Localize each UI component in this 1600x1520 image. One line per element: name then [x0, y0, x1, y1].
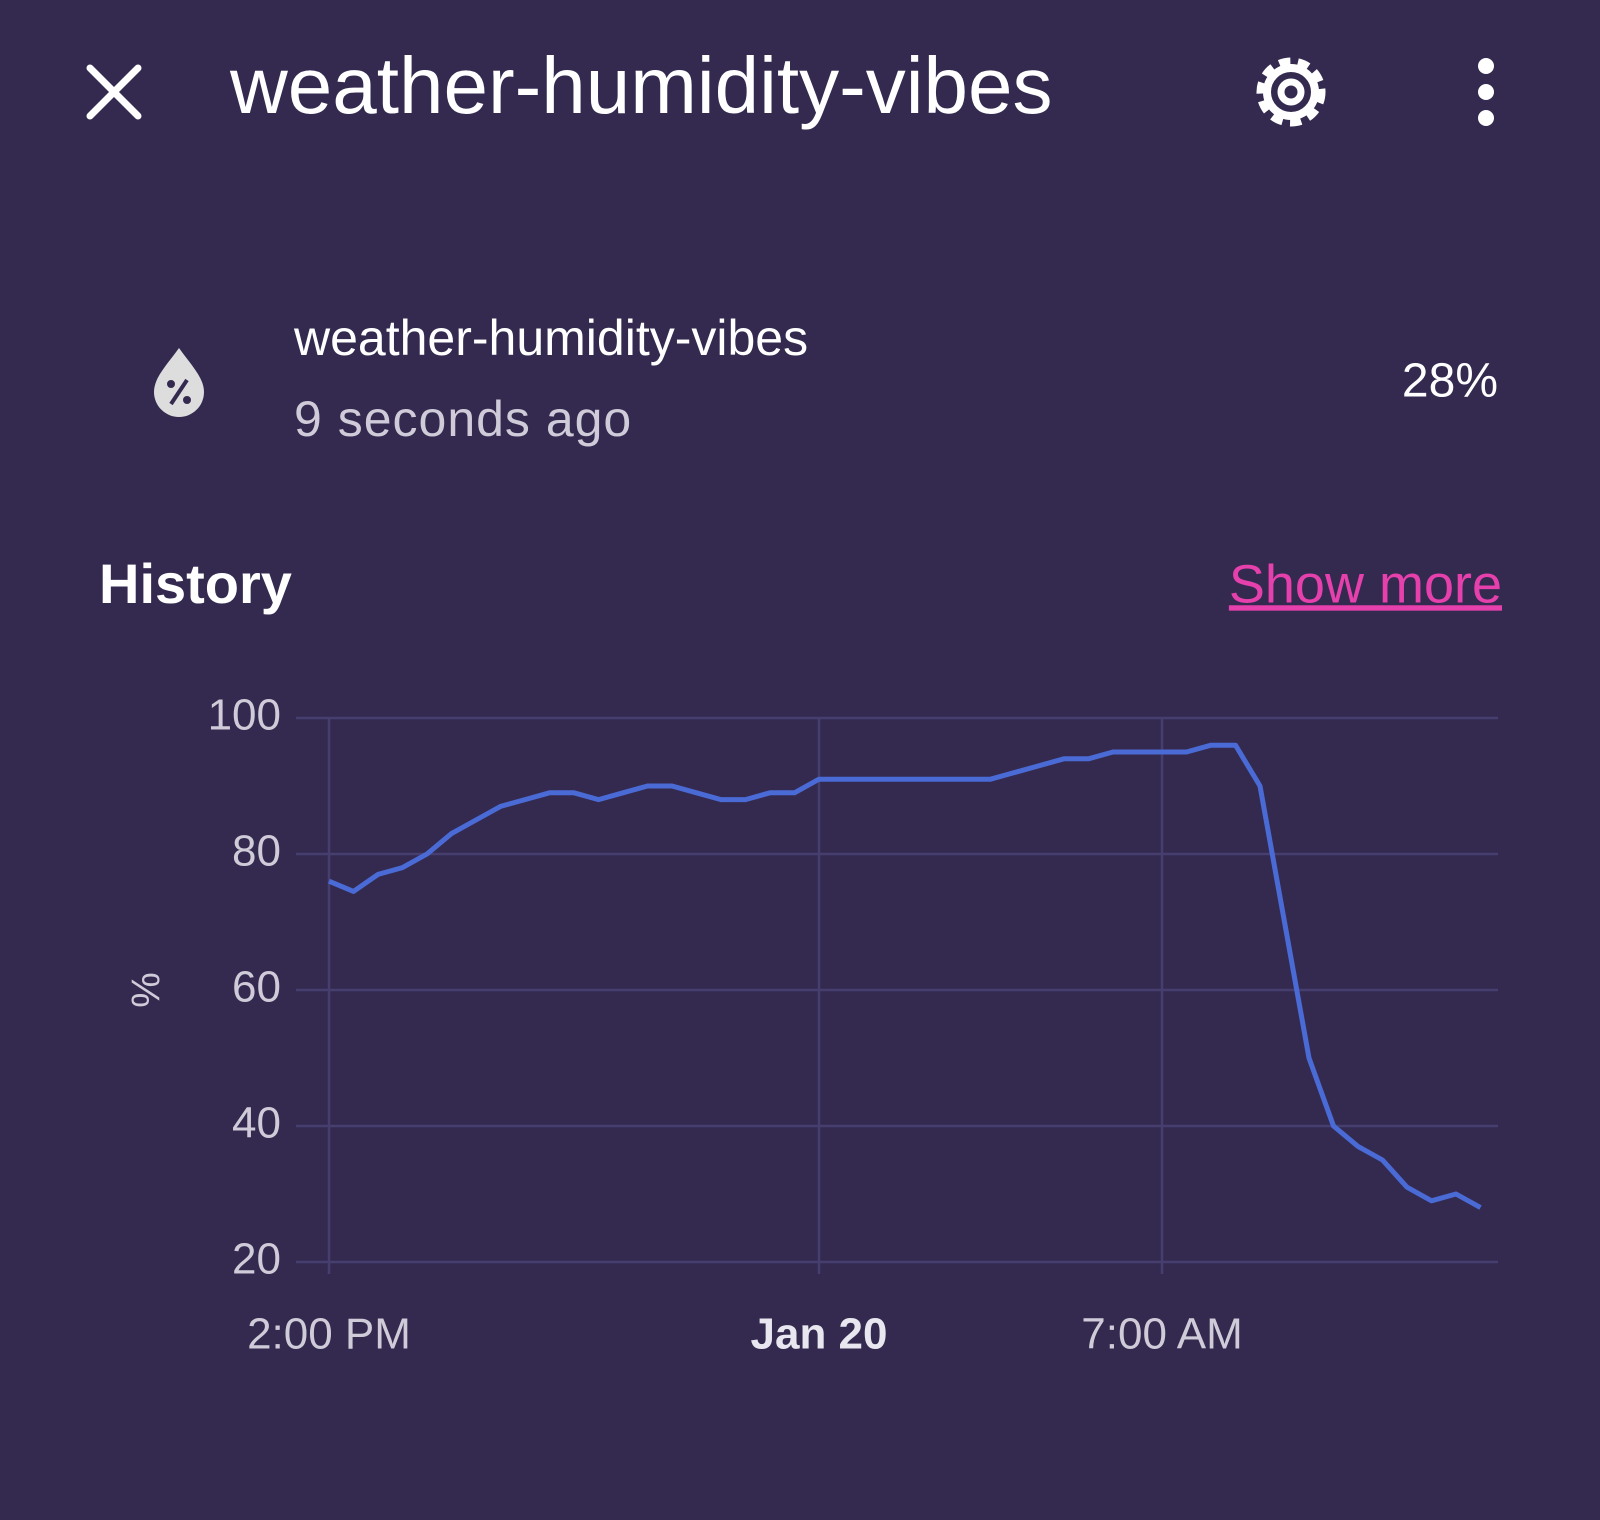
more-menu-button[interactable]: [1478, 58, 1494, 126]
y-tick-label: 100: [208, 691, 281, 740]
last-changed: 9 seconds ago: [294, 391, 632, 447]
x-tick-label: 7:00 AM: [1081, 1310, 1242, 1359]
history-title: History: [99, 552, 292, 615]
x-tick-label: 2:00 PM: [247, 1310, 411, 1359]
humidity-line: [328, 742, 1482, 1210]
y-axis-label: %: [122, 972, 166, 1008]
y-tick-label: 40: [232, 1099, 281, 1148]
humidity-icon: [154, 348, 204, 417]
y-tick-label: 60: [232, 963, 281, 1012]
y-tick-label: 80: [232, 827, 281, 876]
entity-state: 28%: [1402, 355, 1498, 408]
close-button[interactable]: [86, 64, 142, 120]
x-tick-label: Jan 20: [751, 1310, 888, 1359]
dialog-title: weather-humidity-vibes: [229, 41, 1053, 130]
settings-button[interactable]: [1256, 57, 1326, 127]
chart: 20 40 60 80 100 2:00 PM Jan 20 7:00 AM: [208, 691, 1498, 1359]
entity-name: weather-humidity-vibes: [293, 310, 808, 366]
show-more-link[interactable]: Show more: [1229, 554, 1502, 614]
y-tick-label: 20: [232, 1235, 281, 1284]
